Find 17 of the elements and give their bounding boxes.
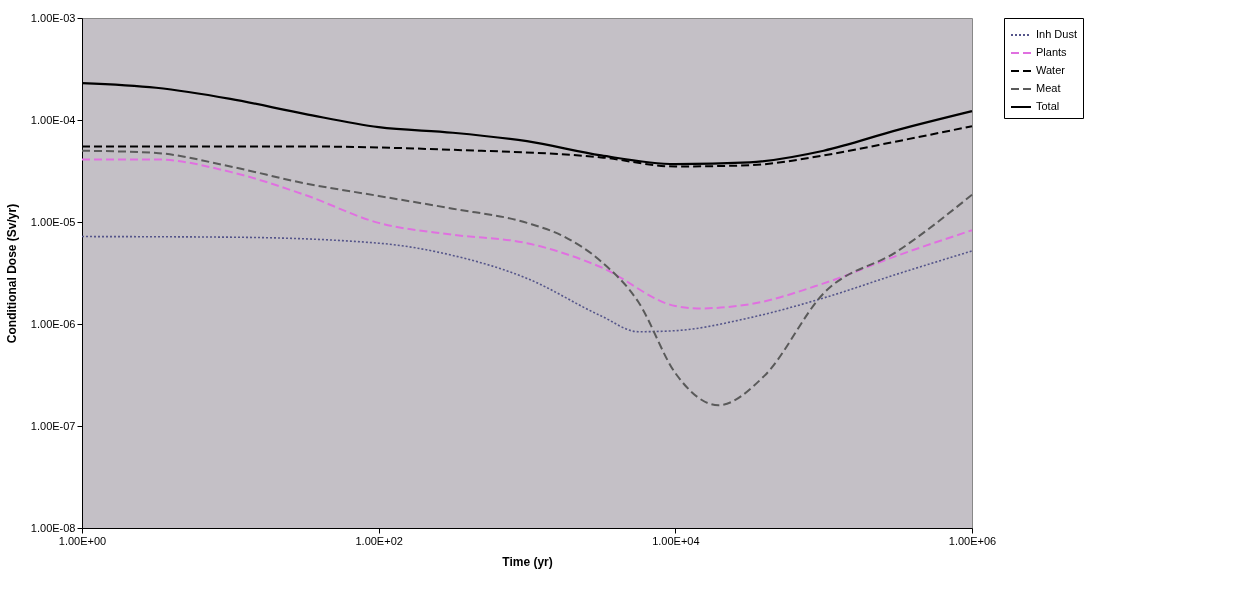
x-tick-label: 1.00E+04 <box>652 534 700 547</box>
legend-label: Meat <box>1036 82 1061 94</box>
y-axis-title: Conditional Dose (Sv/yr) <box>4 203 19 344</box>
y-tick-label: 1.00E-03 <box>30 11 76 24</box>
y-tick-label: 1.00E-08 <box>30 521 76 534</box>
x-tick-label: 1.00E+02 <box>355 534 403 547</box>
y-tick-label: 1.00E-04 <box>30 113 76 126</box>
x-tick-label: 1.00E+06 <box>948 534 997 547</box>
legend-label: Total <box>1036 100 1060 112</box>
legend-label: Water <box>1036 64 1066 76</box>
legend-label: Inh Dust <box>1036 28 1077 40</box>
x-axis-title: Time (yr) <box>502 554 553 569</box>
y-tick-label: 1.00E-06 <box>30 317 76 330</box>
y-tick-label: 1.00E-07 <box>30 419 76 432</box>
y-tick-label: 1.00E-05 <box>30 215 76 228</box>
x-tick-label: 1.00E+00 <box>58 534 107 547</box>
legend-label: Plants <box>1036 46 1068 58</box>
